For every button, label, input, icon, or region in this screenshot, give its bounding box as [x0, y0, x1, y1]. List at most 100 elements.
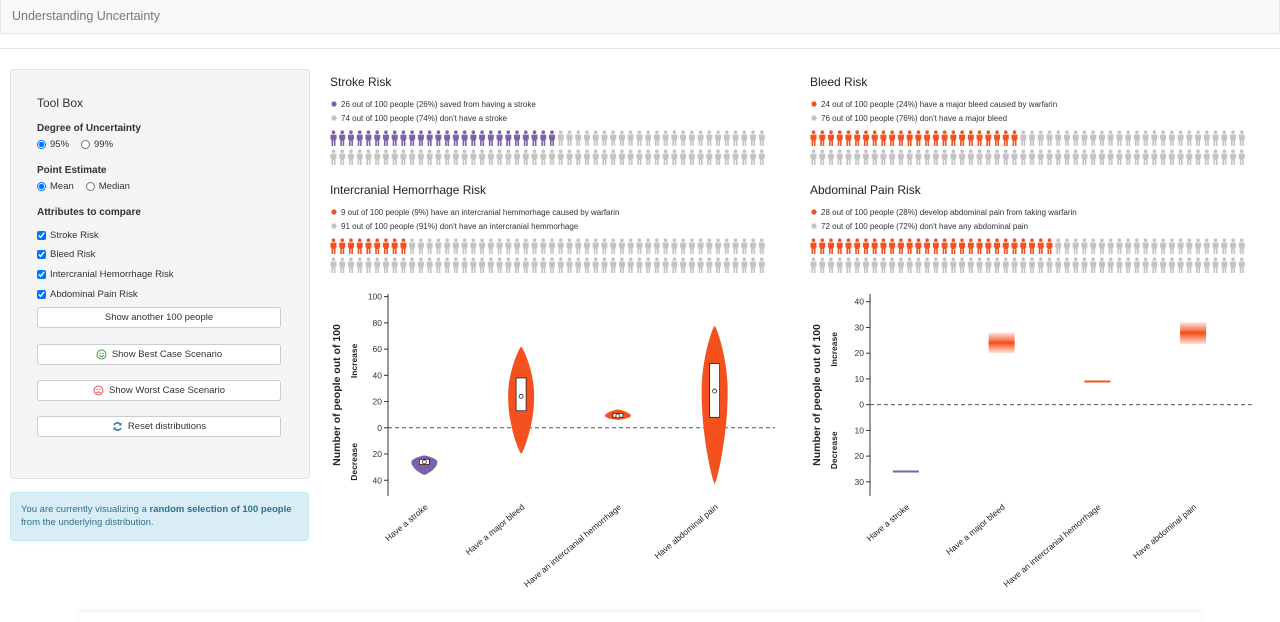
checkbox[interactable] — [37, 250, 46, 259]
violin — [411, 455, 438, 476]
person-icon — [680, 149, 687, 165]
person-icon — [1055, 149, 1062, 165]
y-tick-label: 30 — [855, 322, 865, 332]
option-label: Mean — [50, 181, 74, 192]
person-icon — [522, 257, 529, 273]
radio-option[interactable]: Median — [85, 181, 130, 192]
person-icon — [959, 130, 966, 146]
checkbox[interactable] — [37, 270, 46, 279]
person-icon — [400, 257, 407, 273]
group-label: Degree of Uncertainty — [37, 123, 141, 134]
legend-dot — [811, 223, 817, 229]
person-icon — [854, 238, 861, 254]
checkbox[interactable] — [37, 290, 46, 299]
person-icon — [540, 257, 547, 273]
person-icon — [1116, 238, 1123, 254]
person-icon — [985, 238, 992, 254]
person-icon — [671, 149, 678, 165]
button[interactable]: Show Best Case Scenario — [37, 344, 281, 365]
person-icon — [819, 257, 826, 273]
person-icon — [1002, 149, 1009, 165]
person-icon — [1186, 257, 1193, 273]
person-icon — [347, 149, 354, 165]
person-icon — [575, 238, 582, 254]
person-icon — [645, 257, 652, 273]
person-icon — [1238, 238, 1245, 254]
person-icon — [688, 238, 695, 254]
person-icon — [1133, 149, 1140, 165]
person-icon — [400, 149, 407, 165]
person-icon — [976, 238, 983, 254]
person-icon — [1168, 130, 1175, 146]
person-icon — [365, 130, 372, 146]
x-tick-label: Have abdominal pain — [652, 502, 720, 561]
person-icon — [435, 149, 442, 165]
person-icon — [1011, 257, 1018, 273]
legend-dot — [811, 115, 817, 121]
person-icon — [741, 149, 748, 165]
person-icon — [1011, 149, 1018, 165]
person-icon — [1195, 149, 1202, 165]
person-icon — [452, 149, 459, 165]
person-icon — [889, 149, 896, 165]
person-icon — [391, 257, 398, 273]
checkbox-option[interactable]: Stroke Risk — [37, 230, 99, 241]
person-icon — [697, 257, 704, 273]
button-label: Show another 100 people — [104, 312, 214, 323]
person-icon — [758, 149, 765, 165]
radio[interactable] — [85, 182, 95, 191]
person-icon — [1072, 238, 1079, 254]
person-icon — [505, 130, 512, 146]
person-icon — [758, 130, 765, 146]
person-icon — [994, 238, 1001, 254]
checkbox-option[interactable]: Bleed Risk — [37, 249, 95, 260]
person-icon — [915, 130, 922, 146]
person-icon — [924, 149, 931, 165]
person-icon — [862, 149, 869, 165]
person-icon — [1107, 238, 1114, 254]
button[interactable]: Show Worst Case Scenario — [37, 380, 281, 401]
person-icon — [461, 238, 468, 254]
y-tick-label: 40 — [373, 475, 383, 485]
radio-group: Mean Median — [37, 181, 130, 192]
button[interactable]: Reset distributions — [37, 416, 281, 437]
person-icon — [575, 257, 582, 273]
person-icon — [723, 130, 730, 146]
radio-option[interactable]: 95% — [37, 139, 69, 150]
person-icon — [1011, 238, 1018, 254]
checkbox-option[interactable]: Abdominal Pain Risk — [37, 289, 138, 300]
person-icon — [374, 257, 381, 273]
person-icon — [1046, 130, 1053, 146]
radio-option[interactable]: Mean — [37, 181, 74, 192]
person-icon — [601, 130, 608, 146]
person-icon — [959, 238, 966, 254]
person-icon — [522, 238, 529, 254]
button[interactable]: Show another 100 people — [37, 307, 281, 328]
person-icon — [540, 149, 547, 165]
person-icon — [750, 257, 757, 273]
radio[interactable] — [81, 140, 91, 149]
person-icon — [487, 238, 494, 254]
radio-option[interactable]: 99% — [81, 139, 113, 150]
person-icon — [514, 257, 521, 273]
person-icon — [575, 149, 582, 165]
radio[interactable] — [37, 182, 46, 191]
person-icon — [627, 149, 634, 165]
checkbox[interactable] — [37, 231, 46, 240]
person-icon — [1230, 257, 1237, 273]
person-icon — [382, 149, 389, 165]
person-icon — [636, 257, 643, 273]
person-icon — [1037, 238, 1044, 254]
increase-label: Increase — [349, 343, 359, 378]
person-icon — [959, 257, 966, 273]
person-icon — [662, 257, 669, 273]
person-icon — [514, 130, 521, 146]
radio[interactable] — [37, 140, 46, 149]
person-icon — [1037, 130, 1044, 146]
checkbox-option[interactable]: Intercranial Hemorrhage Risk — [37, 269, 174, 280]
y-tick-label: 20 — [855, 348, 865, 358]
person-icon — [1090, 130, 1097, 146]
person-icon — [845, 130, 852, 146]
person-icon — [662, 238, 669, 254]
person-icon — [750, 149, 757, 165]
